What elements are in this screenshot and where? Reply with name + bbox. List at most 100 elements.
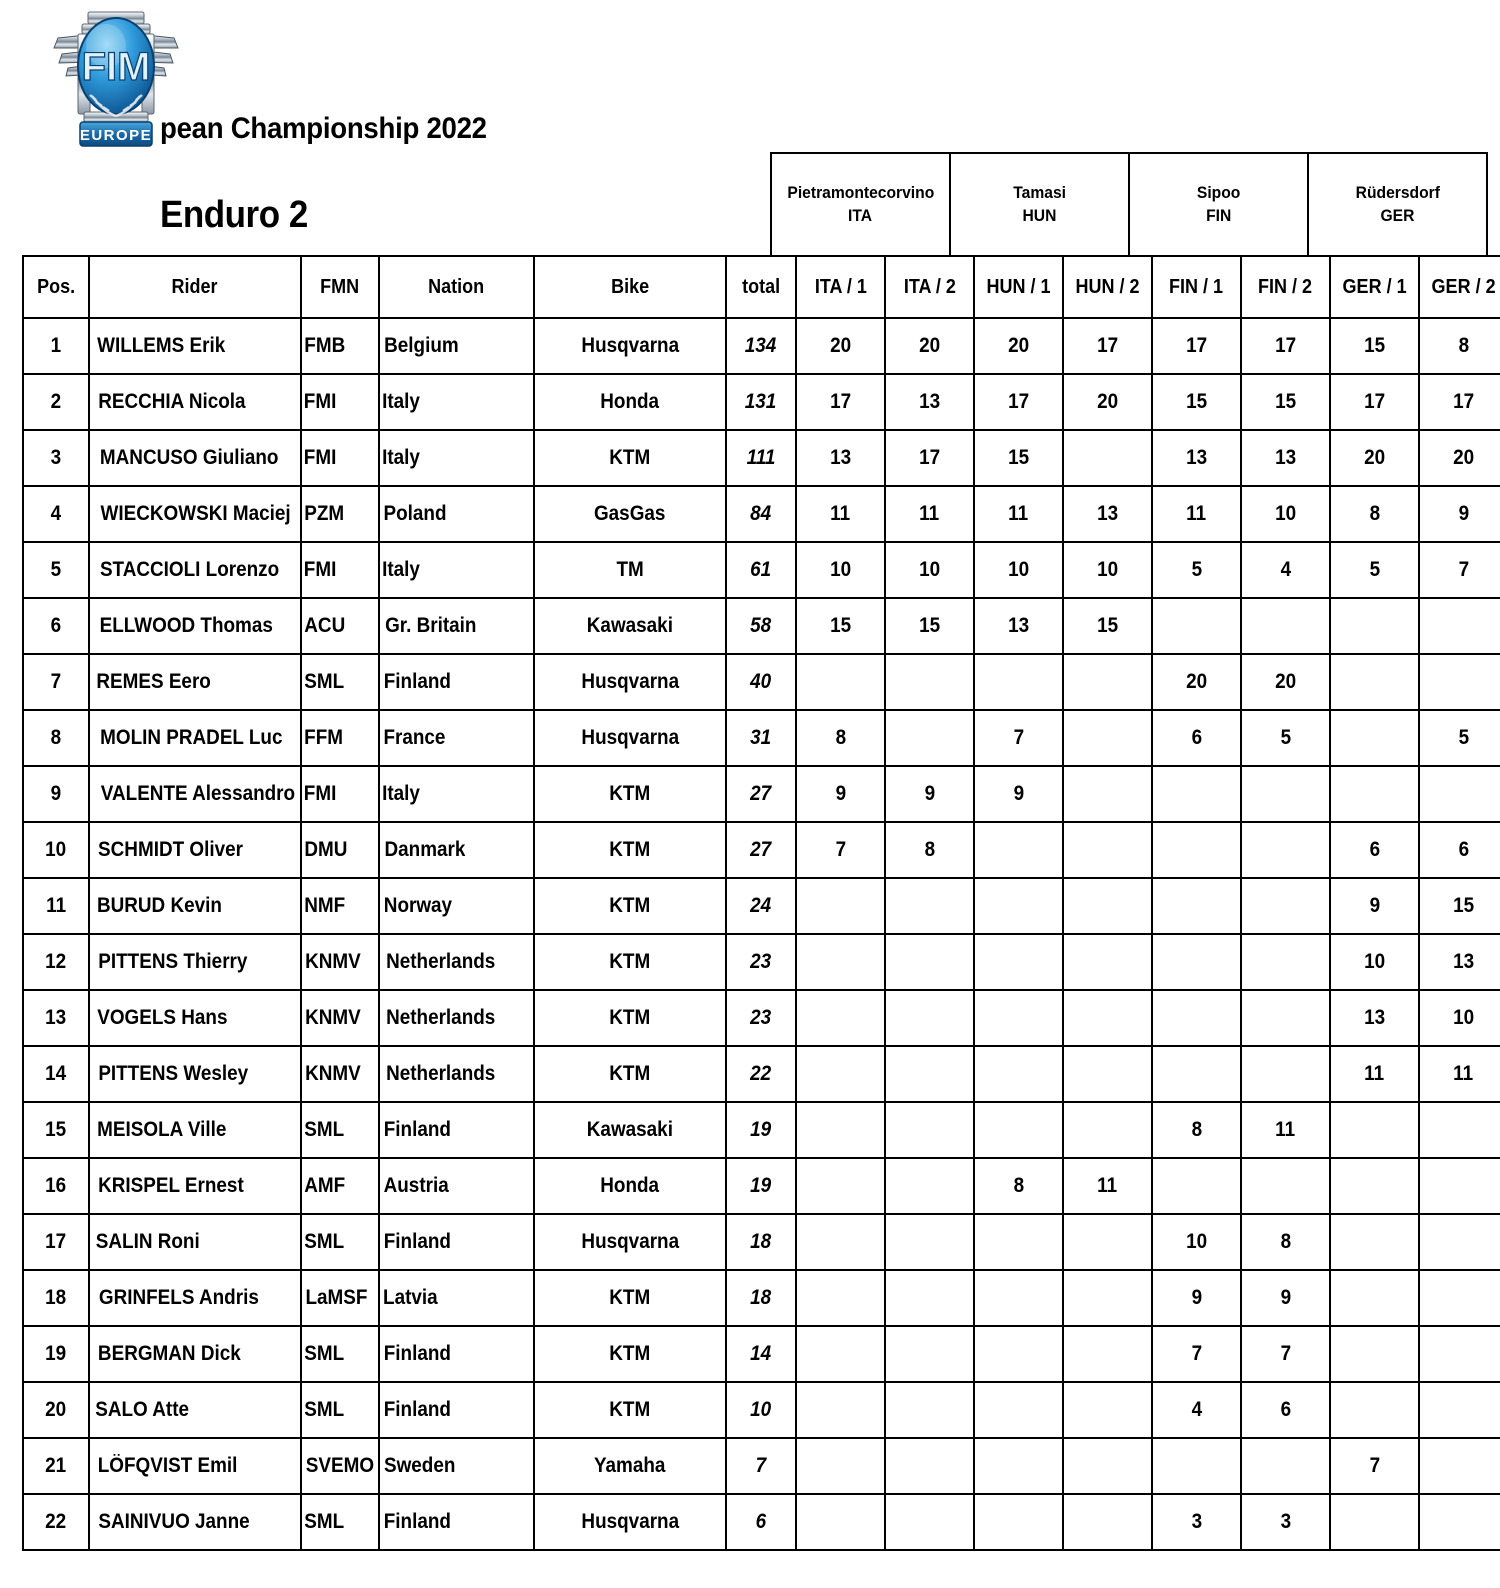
cell-position-label: 21 bbox=[45, 1454, 67, 1477]
cell-rider[interactable]: MOLIN PRADEL Luc bbox=[88, 709, 302, 767]
cell-points-hun-1: 9 bbox=[973, 765, 1064, 823]
cell-position-label: 20 bbox=[45, 1398, 67, 1421]
cell-nation-label: Netherlands bbox=[386, 950, 496, 973]
cell-points-ger-2 bbox=[1418, 1157, 1500, 1215]
cell-bike-label: KTM bbox=[609, 1062, 651, 1085]
cell-points-fin-2 bbox=[1240, 597, 1331, 655]
cell-fmn: FMI bbox=[300, 429, 380, 487]
cell-rider[interactable]: VOGELS Hans bbox=[88, 989, 302, 1047]
cell-nation-label: Italy bbox=[382, 390, 420, 413]
col-header-fin-2[interactable]: FIN / 2 bbox=[1240, 255, 1331, 319]
cell-rider-label: SAINIVUO Janne bbox=[98, 1510, 250, 1533]
table-row[interactable]: 17 SALIN Roni SML Finland Husqvarna 18 10 8 bbox=[22, 1213, 1500, 1271]
table-row[interactable]: 5 STACCIOLI Lorenzo FMI Italy TM 61 10 10 10 10 5 4… bbox=[22, 541, 1500, 599]
standings-table: Pos. Rider FMN Nation Bike total ITA / 1… bbox=[22, 255, 1500, 1551]
cell-rider[interactable]: REMES Eero bbox=[88, 653, 302, 711]
cell-points-fin-1-label: 10 bbox=[1185, 1230, 1208, 1253]
table-row[interactable]: 1 WILLEMS Erik FMB Belgium Husqvarna 134 20 20 2… bbox=[22, 317, 1500, 375]
cell-points-fin-1: 13 bbox=[1151, 429, 1242, 487]
col-header-ger-1[interactable]: GER / 1 bbox=[1329, 255, 1420, 319]
table-row[interactable]: 16 KRISPEL Ernest AMF Austria Honda 19 8 11 bbox=[22, 1157, 1500, 1215]
col-header-round-label: HUN / 1 bbox=[986, 275, 1051, 298]
col-header-round-label: FIN / 1 bbox=[1169, 275, 1224, 298]
cell-fmn: LaMSF bbox=[300, 1269, 380, 1327]
cell-rider[interactable]: VALENTE Alessandro bbox=[88, 765, 302, 823]
table-row[interactable]: 8 MOLIN PRADEL Luc FFM France Husqvarna 31 8 7 6… bbox=[22, 709, 1500, 767]
cell-rider[interactable]: RECCHIA Nicola bbox=[88, 373, 302, 431]
cell-points-hun-1 bbox=[973, 1493, 1064, 1551]
table-row[interactable]: 13 VOGELS Hans KNMV Netherlands KTM 23 13 10 bbox=[22, 989, 1500, 1047]
cell-points-ita-1 bbox=[795, 1493, 886, 1551]
table-row[interactable]: 6 ELLWOOD Thomas ACU Gr. Britain Kawasaki 58 1… bbox=[22, 597, 1500, 655]
cell-rider[interactable]: PITTENS Thierry bbox=[88, 933, 302, 991]
col-header-nation[interactable]: Nation bbox=[378, 255, 535, 319]
cell-rider[interactable]: KRISPEL Ernest bbox=[88, 1157, 302, 1215]
cell-total: 84 bbox=[725, 485, 797, 543]
cell-points-fin-2 bbox=[1240, 1157, 1331, 1215]
cell-bike-label: KTM bbox=[609, 446, 651, 469]
table-row[interactable]: 11 BURUD Kevin NMF Norway KTM 24 9 15 bbox=[22, 877, 1500, 935]
table-row[interactable]: 2 RECCHIA Nicola FMI Italy Honda 131 17 13 17 20 1… bbox=[22, 373, 1500, 431]
cell-points-fin-2: 11 bbox=[1240, 1101, 1331, 1159]
col-header-ita-2[interactable]: ITA / 2 bbox=[884, 255, 975, 319]
cell-rider[interactable]: SALO Atte bbox=[88, 1381, 302, 1439]
table-row[interactable]: 10 SCHMIDT Oliver DMU Danmark KTM 27 7 8 6 6 bbox=[22, 821, 1500, 879]
cell-rider[interactable]: BERGMAN Dick bbox=[88, 1325, 302, 1383]
cell-bike: KTM bbox=[533, 1325, 727, 1383]
cell-position: 15 bbox=[22, 1101, 90, 1159]
cell-position-label: 8 bbox=[50, 726, 62, 749]
cell-fmn: SML bbox=[300, 1213, 380, 1271]
col-header-bike[interactable]: Bike bbox=[533, 255, 727, 319]
col-header-fmn[interactable]: FMN bbox=[300, 255, 380, 319]
cell-points-ita-1: 15 bbox=[795, 597, 886, 655]
cell-nation-label: Finland bbox=[383, 1230, 451, 1253]
col-header-ita-1[interactable]: ITA / 1 bbox=[795, 255, 886, 319]
table-row[interactable]: 12 PITTENS Thierry KNMV Netherlands KTM 23 10 1… bbox=[22, 933, 1500, 991]
cell-rider[interactable]: SAINIVUO Janne bbox=[88, 1493, 302, 1551]
cell-rider[interactable]: ELLWOOD Thomas bbox=[88, 597, 302, 655]
table-row[interactable]: 20 SALO Atte SML Finland KTM 10 4 6 bbox=[22, 1381, 1500, 1439]
cell-rider[interactable]: PITTENS Wesley bbox=[88, 1045, 302, 1103]
cell-points-ger-1 bbox=[1329, 653, 1420, 711]
col-header-total[interactable]: total bbox=[725, 255, 797, 319]
col-header-fin-1[interactable]: FIN / 1 bbox=[1151, 255, 1242, 319]
cell-bike: KTM bbox=[533, 933, 727, 991]
cell-points-hun-1-label: 20 bbox=[1007, 334, 1030, 357]
cell-points-ger-1: 17 bbox=[1329, 373, 1420, 431]
table-row[interactable]: 18 GRINFELS Andris LaMSF Latvia KTM 18 9 9 bbox=[22, 1269, 1500, 1327]
table-row[interactable]: 19 BERGMAN Dick SML Finland KTM 14 7 7 bbox=[22, 1325, 1500, 1383]
cell-rider[interactable]: MEISOLA Ville bbox=[88, 1101, 302, 1159]
cell-nation-label: Netherlands bbox=[386, 1062, 496, 1085]
col-header-pos[interactable]: Pos. bbox=[22, 255, 90, 319]
cell-points-fin-1: 11 bbox=[1151, 485, 1242, 543]
col-header-ger-2[interactable]: GER / 2 bbox=[1418, 255, 1500, 319]
cell-total-label: 18 bbox=[750, 1230, 772, 1253]
cell-rider[interactable]: GRINFELS Andris bbox=[88, 1269, 302, 1327]
table-row[interactable]: 14 PITTENS Wesley KNMV Netherlands KTM 22 11 11 bbox=[22, 1045, 1500, 1103]
cell-rider[interactable]: WIECKOWSKI Maciej bbox=[88, 485, 302, 543]
table-row[interactable]: 22 SAINIVUO Janne SML Finland Husqvarna 6 3 3 bbox=[22, 1493, 1500, 1551]
cell-rider-label: MANCUSO Giuliano bbox=[99, 446, 279, 469]
table-row[interactable]: 9 VALENTE Alessandro FMI Italy KTM 27 9 9 9 bbox=[22, 765, 1500, 823]
cell-rider[interactable]: WILLEMS Erik bbox=[88, 317, 302, 375]
table-row[interactable]: 3 MANCUSO Giuliano FMI Italy KTM 111 13 17 15 13 1… bbox=[22, 429, 1500, 487]
col-header-rider[interactable]: Rider bbox=[88, 255, 302, 319]
cell-rider[interactable]: SALIN Roni bbox=[88, 1213, 302, 1271]
venue-name: Pietramontecorvino bbox=[787, 183, 934, 203]
table-row[interactable]: 4 WIECKOWSKI Maciej PZM Poland GasGas 84 11 11 1… bbox=[22, 485, 1500, 543]
cell-rider[interactable]: MANCUSO Giuliano bbox=[88, 429, 302, 487]
cell-points-fin-2: 17 bbox=[1240, 317, 1331, 375]
table-row[interactable]: 15 MEISOLA Ville SML Finland Kawasaki 19 8 11 bbox=[22, 1101, 1500, 1159]
col-header-hun-2[interactable]: HUN / 2 bbox=[1062, 255, 1153, 319]
cell-rider[interactable]: SCHMIDT Oliver bbox=[88, 821, 302, 879]
cell-rider[interactable]: STACCIOLI Lorenzo bbox=[88, 541, 302, 599]
table-row[interactable]: 7 REMES Eero SML Finland Husqvarna 40 20 20 bbox=[22, 653, 1500, 711]
table-row[interactable]: 21 LÖFQVIST Emil SVEMO Sweden Yamaha 7 7 bbox=[22, 1437, 1500, 1495]
cell-rider-label: WIECKOWSKI Maciej bbox=[100, 502, 291, 525]
col-header-hun-1[interactable]: HUN / 1 bbox=[973, 255, 1064, 319]
cell-rider[interactable]: LÖFQVIST Emil bbox=[88, 1437, 302, 1495]
logo-banner bbox=[79, 121, 153, 147]
cell-position-label: 16 bbox=[45, 1174, 67, 1197]
cell-fmn: NMF bbox=[300, 877, 380, 935]
cell-rider[interactable]: BURUD Kevin bbox=[88, 877, 302, 935]
